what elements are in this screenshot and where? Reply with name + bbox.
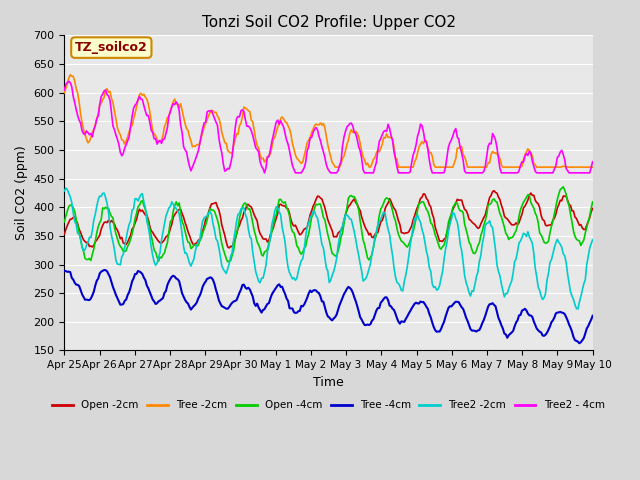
- Title: Tonzi Soil CO2 Profile: Upper CO2: Tonzi Soil CO2 Profile: Upper CO2: [202, 15, 456, 30]
- Legend: Open -2cm, Tree -2cm, Open -4cm, Tree -4cm, Tree2 -2cm, Tree2 - 4cm: Open -2cm, Tree -2cm, Open -4cm, Tree -4…: [48, 396, 609, 415]
- Text: TZ_soilco2: TZ_soilco2: [75, 41, 148, 54]
- Y-axis label: Soil CO2 (ppm): Soil CO2 (ppm): [15, 145, 28, 240]
- X-axis label: Time: Time: [313, 376, 344, 389]
